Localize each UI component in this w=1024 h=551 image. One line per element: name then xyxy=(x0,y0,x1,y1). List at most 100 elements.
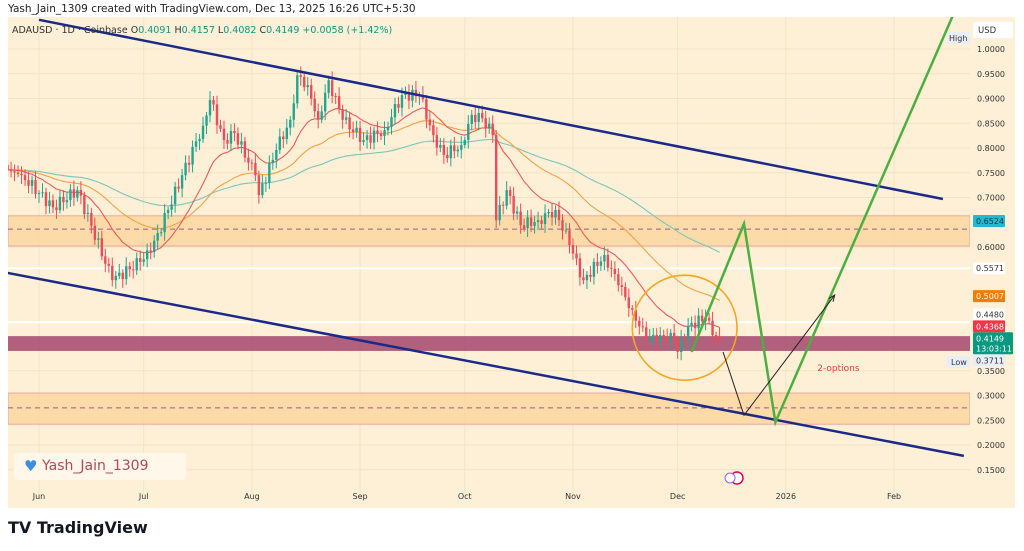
candle-body xyxy=(236,133,240,145)
candle-body xyxy=(578,258,582,278)
close-value: 0.4149 xyxy=(266,25,300,36)
high-value: 0.4157 xyxy=(181,25,215,36)
candle-body xyxy=(247,157,250,163)
price-label-box xyxy=(973,320,1005,333)
candle-body xyxy=(474,114,477,122)
currency-box xyxy=(973,22,1013,38)
candle-body xyxy=(365,135,369,141)
candle-body xyxy=(634,309,637,321)
candle-body xyxy=(700,315,704,322)
candle-body xyxy=(460,145,463,150)
event-flash-icon xyxy=(724,472,736,484)
y-tick-label: 0.8000 xyxy=(977,144,1005,153)
candle-body xyxy=(254,162,257,176)
candle-body xyxy=(631,308,634,310)
price-label-box xyxy=(973,332,1013,355)
y-tick-label: 0.7000 xyxy=(977,194,1005,203)
candle-body xyxy=(118,272,121,276)
candle-body xyxy=(400,95,404,108)
y-tick-label: 0.2000 xyxy=(977,441,1005,450)
candle-body xyxy=(104,256,107,264)
candle-body xyxy=(233,131,236,134)
candle-body xyxy=(540,220,543,224)
x-tick-label: Sep xyxy=(353,492,368,501)
candle-body xyxy=(652,334,655,337)
candle-body xyxy=(271,159,275,163)
candle-body xyxy=(86,212,90,215)
zone-2 xyxy=(8,336,970,351)
candle-body xyxy=(501,204,505,206)
candle-body xyxy=(568,230,571,246)
candle-body xyxy=(557,209,561,221)
candle-body xyxy=(515,211,519,214)
lower-channel-line xyxy=(8,271,965,458)
candle-body xyxy=(439,144,442,148)
candle-body xyxy=(76,190,79,198)
candle-body xyxy=(285,127,288,140)
low-value: 0.4082 xyxy=(223,25,257,36)
candle-body xyxy=(289,119,292,128)
candle-body xyxy=(519,211,522,226)
candle-body xyxy=(610,267,613,269)
candle-body xyxy=(201,125,205,140)
tv-logo-icon: 𝗧𝗩 xyxy=(8,518,37,537)
symbol-label[interactable]: ADAUSD · 1D · Coinbase xyxy=(12,25,128,36)
price-label: 0.5007 xyxy=(976,292,1004,301)
candle-body xyxy=(386,126,390,131)
low-label: Low xyxy=(951,358,967,367)
candle-body xyxy=(690,322,693,327)
candle-body xyxy=(376,130,379,134)
candle-body xyxy=(428,119,432,126)
candle-body xyxy=(481,112,484,119)
credit-line: Yash_Jain_1309 created with TradingView.… xyxy=(8,3,416,15)
candle-body xyxy=(198,139,201,142)
candle-body xyxy=(494,135,498,221)
candle-body xyxy=(240,141,243,145)
candle-body xyxy=(624,286,627,298)
candle-body xyxy=(296,75,299,104)
candle-body xyxy=(456,149,459,152)
change-value: +0.0058 (+1.42%) xyxy=(302,25,393,36)
candle-body xyxy=(194,141,198,147)
candle-body xyxy=(414,89,418,97)
ma-long-line xyxy=(8,138,720,253)
candle-body xyxy=(8,164,9,170)
candle-body xyxy=(51,200,55,208)
candle-body xyxy=(397,104,400,108)
candle-body xyxy=(645,327,648,341)
candle-body xyxy=(30,180,34,186)
candle-body xyxy=(62,196,65,203)
x-tick-label: Feb xyxy=(887,492,901,501)
candle-body xyxy=(404,92,407,96)
x-tick-label: Oct xyxy=(458,492,472,501)
candle-body xyxy=(714,335,718,337)
candle-body xyxy=(425,99,428,120)
candle-body xyxy=(411,89,414,101)
x-tick-label: Jul xyxy=(138,492,149,501)
candle-body xyxy=(34,180,37,194)
candle-body xyxy=(449,145,453,159)
candle-body xyxy=(711,320,714,336)
candle-body xyxy=(292,103,295,120)
candle-body xyxy=(529,217,533,227)
y-tick-label: 0.9000 xyxy=(977,95,1005,104)
candle-body xyxy=(669,332,672,342)
currency-label: USD xyxy=(978,26,997,36)
candle-body xyxy=(20,173,23,176)
annotation-2-options: 2-options xyxy=(817,364,860,374)
candle-body xyxy=(522,225,526,229)
candle-body xyxy=(159,232,163,234)
candle-body xyxy=(498,204,501,221)
candle-body xyxy=(575,253,578,259)
candle-body xyxy=(526,217,529,229)
candle-body xyxy=(606,254,610,268)
candle-body xyxy=(355,127,358,132)
candle-body xyxy=(337,96,341,110)
candle-body xyxy=(41,192,44,194)
candle-body xyxy=(37,193,41,195)
candle-body xyxy=(121,272,124,280)
x-tick-label: Aug xyxy=(244,492,260,501)
candle-body xyxy=(250,162,254,164)
candle-body xyxy=(205,115,208,126)
